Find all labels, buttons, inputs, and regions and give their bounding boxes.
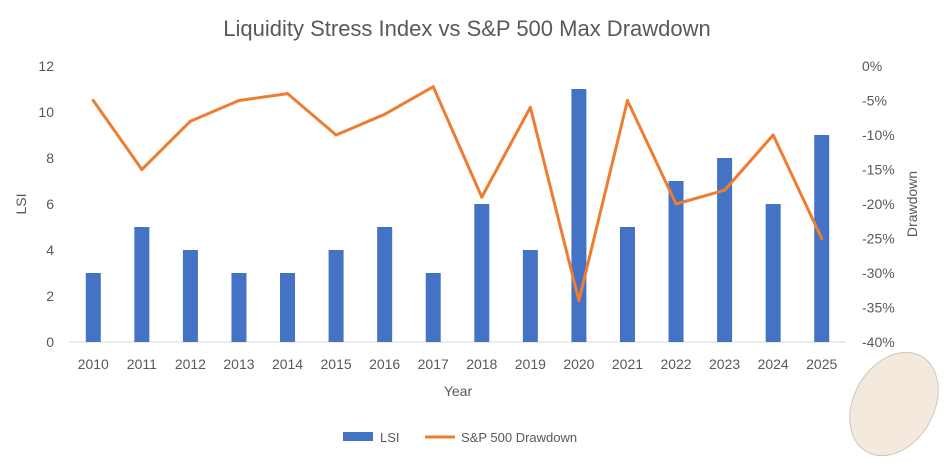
point-drawdown-2022 (674, 202, 678, 206)
point-drawdown-2011 (140, 168, 144, 171)
bar-lsi-2010 (85, 273, 101, 342)
x-tick-label: 2013 (223, 356, 254, 372)
x-tick-label: 2021 (612, 356, 643, 372)
point-drawdown-2012 (188, 119, 192, 123)
point-drawdown-2023 (723, 188, 727, 192)
point-drawdown-2025 (820, 237, 824, 240)
point-drawdown-2019 (528, 105, 532, 109)
bar-lsi-2024 (765, 204, 781, 342)
point-drawdown-2010 (91, 99, 95, 102)
chart-title: Liquidity Stress Index vs S&P 500 Max Dr… (223, 16, 711, 41)
x-tick-label: 2019 (515, 356, 546, 372)
point-drawdown-2017 (431, 85, 435, 89)
point-drawdown-2020 (577, 299, 581, 303)
x-tick-label: 2018 (466, 356, 497, 372)
bar-lsi-2017 (425, 273, 441, 342)
x-tick-label: 2020 (563, 356, 594, 372)
y-tick-label: 2 (46, 288, 54, 304)
bar-lsi-2013 (231, 273, 247, 342)
bar-lsi-2012 (182, 250, 198, 342)
y-tick-label: 12 (38, 58, 54, 74)
point-drawdown-2015 (334, 133, 338, 137)
legend-label-drawdown: S&P 500 Drawdown (461, 430, 577, 445)
y2-tick-label: -10% (862, 127, 895, 143)
y-tick-label: 4 (46, 242, 54, 258)
y-axis-label: LSI (13, 193, 29, 214)
y2-tick-label: -5% (862, 93, 887, 109)
bar-lsi-2023 (717, 158, 733, 342)
x-tick-label: 2012 (175, 356, 206, 372)
x-tick-label: 2025 (806, 356, 837, 372)
x-tick-label: 2016 (369, 356, 400, 372)
point-drawdown-2014 (286, 92, 290, 96)
y2-axis-label: Drawdown (904, 171, 920, 237)
y-tick-label: 0 (46, 334, 54, 350)
y2-tick-label: -20% (862, 196, 895, 212)
point-drawdown-2024 (771, 133, 775, 137)
bar-lsi-2014 (280, 273, 296, 342)
point-drawdown-2016 (383, 112, 387, 116)
point-drawdown-2018 (480, 195, 484, 199)
legend: LSI S&P 500 Drawdown (343, 430, 577, 445)
point-drawdown-2013 (237, 99, 241, 102)
y-tick-label: 8 (46, 150, 54, 166)
y2-tick-label: 0% (862, 58, 882, 74)
x-tick-label: 2010 (78, 356, 109, 372)
y2-tick-label: -15% (862, 162, 895, 178)
y-tick-label: 10 (38, 104, 54, 120)
bar-lsi-2021 (619, 227, 635, 342)
x-tick-label: 2015 (321, 356, 352, 372)
x-tick-label: 2024 (758, 356, 789, 372)
bar-lsi-2022 (668, 181, 684, 342)
x-tick-label: 2022 (660, 356, 691, 372)
bar-lsi-2019 (522, 250, 538, 342)
x-tick-label: 2017 (418, 356, 449, 372)
decorative-ellipse (849, 351, 939, 457)
line-drawdown (91, 85, 824, 303)
bar-lsi-2016 (377, 227, 393, 342)
x-axis-label: Year (444, 383, 473, 399)
bar-lsi-2018 (474, 204, 490, 342)
x-tick-label: 2014 (272, 356, 303, 372)
bar-lsi-2020 (571, 89, 587, 342)
y2-tick-label: -25% (862, 231, 895, 247)
y2-tick-label: -30% (862, 265, 895, 281)
legend-swatch-lsi (343, 432, 373, 441)
x-tick-label: 2023 (709, 356, 740, 372)
bar-lsi-2011 (134, 227, 150, 342)
legend-label-lsi: LSI (380, 430, 400, 445)
point-drawdown-2021 (625, 99, 629, 102)
bar-lsi-2015 (328, 250, 344, 342)
y-tick-label: 6 (46, 196, 54, 212)
y2-tick-label: -35% (862, 300, 895, 316)
x-tick-label: 2011 (127, 356, 157, 372)
y2-tick-label: -40% (862, 334, 895, 350)
